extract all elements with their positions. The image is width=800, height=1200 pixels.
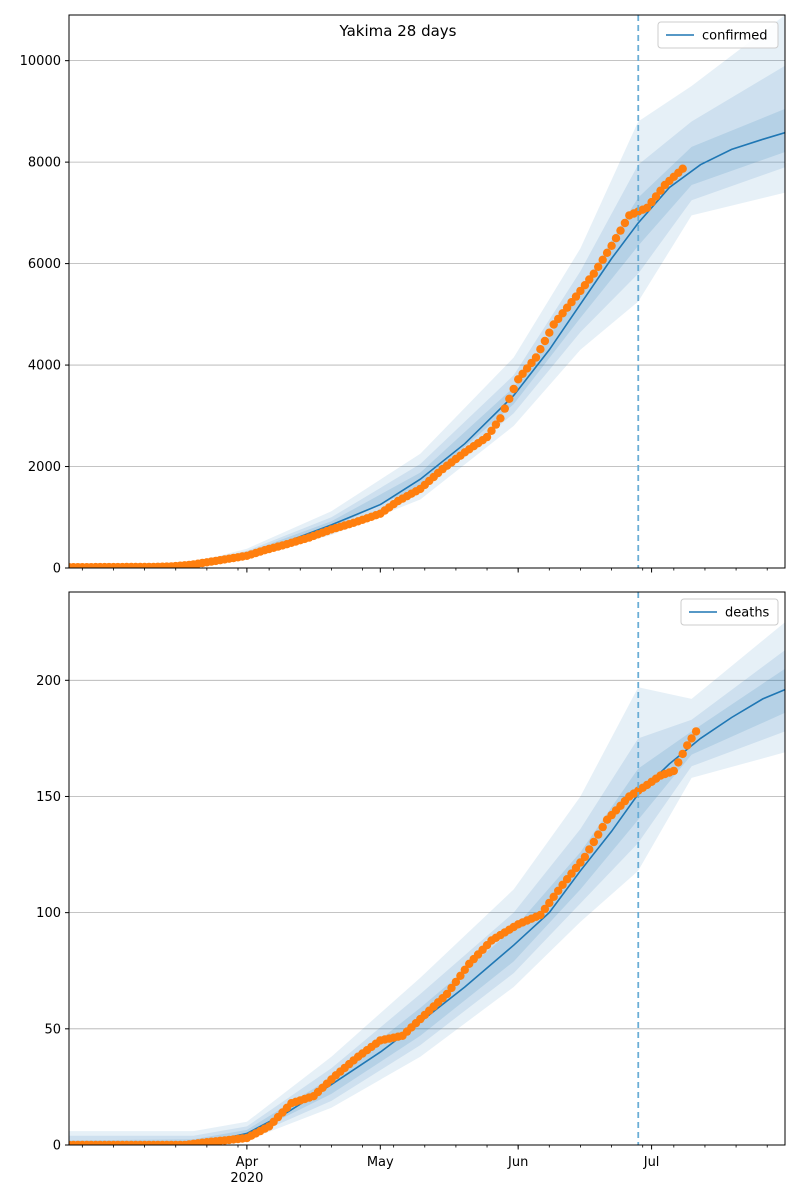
observed-point <box>536 910 545 920</box>
observed-point <box>594 830 603 839</box>
y-tick-label: 50 <box>44 1022 61 1037</box>
deaths-model-line <box>69 688 785 1145</box>
plot-area <box>69 622 785 1145</box>
observed-point <box>554 886 563 895</box>
observed-point <box>451 977 461 987</box>
observed-point <box>598 822 607 832</box>
observed-point <box>500 404 509 413</box>
observed-point <box>691 727 701 736</box>
observed-point <box>545 328 554 337</box>
observed-point <box>491 420 501 429</box>
uncertainty-band-outer <box>69 15 785 568</box>
observed-point <box>460 965 469 974</box>
y-tick-label: 100 <box>36 906 61 921</box>
y-tick-label: 10000 <box>20 54 61 69</box>
observed-point <box>540 904 550 914</box>
x-tick-year-label: 2020 <box>230 1171 263 1186</box>
x-tick-label: Jun <box>507 1155 528 1170</box>
figure-title: Yakima 28 days <box>339 22 457 40</box>
confirmed-chart: 0 2000 4000 6000 8000 10000 confirmed <box>20 14 786 577</box>
observed-point <box>536 345 545 354</box>
axes-frame <box>68 591 786 1146</box>
observed-point <box>678 749 687 759</box>
observed-point <box>620 218 630 228</box>
observed-point <box>456 971 465 980</box>
observed-point <box>647 197 656 207</box>
axes-frame <box>68 14 786 569</box>
y-tick-label: 150 <box>36 790 61 805</box>
observed-point <box>447 983 456 993</box>
observed-point <box>545 898 554 908</box>
observed-point <box>642 203 652 212</box>
observed-point <box>674 758 683 767</box>
x-tick-label: Apr <box>236 1155 259 1170</box>
observed-point <box>602 248 612 257</box>
observed-point <box>683 741 692 750</box>
observed-point <box>509 384 518 394</box>
x-tick-label: May <box>367 1155 394 1170</box>
observed-point <box>549 320 558 329</box>
observed-point <box>598 255 607 264</box>
observed-point <box>558 880 567 889</box>
uncertainty-band-inner <box>69 108 785 568</box>
legend-box <box>680 598 779 626</box>
y-tick-label: 6000 <box>28 257 61 272</box>
observed-point <box>567 298 576 307</box>
observed-point <box>540 336 550 346</box>
observed-point <box>585 845 594 854</box>
observed-point <box>496 414 505 423</box>
observed-point <box>576 858 585 867</box>
observed-point <box>442 989 452 999</box>
observed-point <box>585 275 594 284</box>
y-tick-label: 8000 <box>28 156 61 171</box>
observed-point <box>567 869 576 878</box>
observed-point <box>576 286 585 296</box>
observed-point <box>531 353 541 362</box>
observed-point <box>482 432 492 442</box>
observed-point <box>589 269 598 278</box>
observed-point <box>611 234 621 243</box>
observed-point <box>580 281 590 290</box>
observed-point <box>549 892 558 901</box>
x-tick-label: Jul <box>643 1155 660 1170</box>
observed-point <box>607 241 616 250</box>
deaths-observed-points <box>69 727 701 1145</box>
observed-point <box>487 426 496 435</box>
observed-point <box>594 262 603 271</box>
confirmed-observed-points <box>69 164 687 568</box>
observed-point <box>669 766 678 776</box>
legend-label: confirmed <box>702 29 768 44</box>
observed-point <box>589 837 598 847</box>
observed-point <box>571 292 581 301</box>
observed-point <box>558 309 567 318</box>
observed-point <box>656 186 665 195</box>
observed-point <box>505 394 514 403</box>
observed-point <box>678 164 687 173</box>
legend-box <box>657 21 779 49</box>
uncertainty-band-outer <box>69 622 785 1145</box>
plot-area <box>69 15 785 568</box>
observed-point <box>687 734 696 743</box>
y-tick-label: 200 <box>36 674 61 689</box>
uncertainty-band-middle <box>69 65 785 568</box>
observed-point <box>616 226 625 235</box>
observed-point <box>651 192 661 201</box>
y-tick-label: 0 <box>53 1139 61 1154</box>
y-tick-label: 4000 <box>28 359 61 374</box>
y-tick-label: 2000 <box>28 460 61 475</box>
legend-label: deaths <box>725 606 770 621</box>
y-tick-label: 0 <box>53 562 61 577</box>
observed-point <box>580 852 590 862</box>
